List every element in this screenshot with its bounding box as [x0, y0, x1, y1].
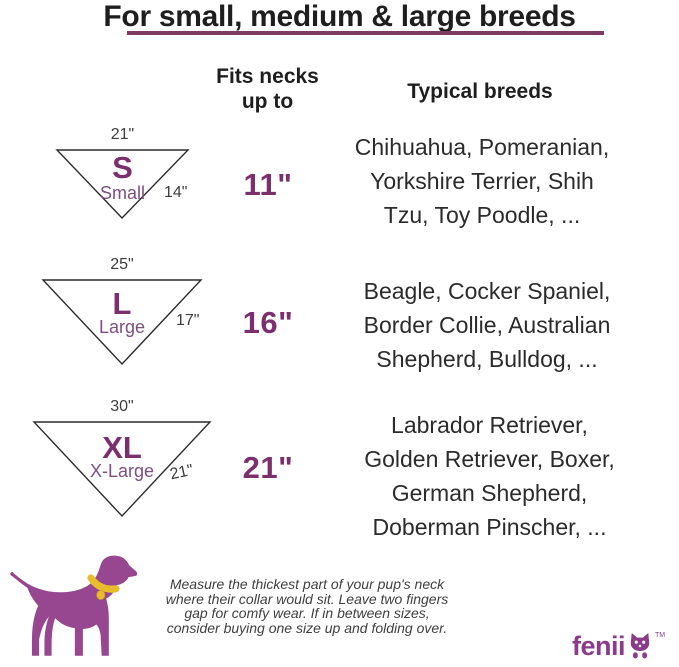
dog-face-icon	[630, 633, 650, 659]
note-line: gap for comfy wear. If in between sizes,	[184, 605, 430, 621]
breeds-text: Beagle, Cocker Spaniel, Border Collie, A…	[332, 274, 642, 376]
breeds-line: Shepherd, Bulldog, ...	[376, 346, 598, 372]
dog-collar	[87, 574, 120, 593]
neck-size-value: 11"	[243, 167, 293, 202]
side-length-label: 17"	[176, 312, 200, 329]
column-header-fits-necks: Fits necks up to	[195, 64, 340, 114]
breeds-line: Tzu, Toy Poodle, ...	[383, 202, 581, 228]
breeds-line: Yorkshire Terrier, Shih	[370, 168, 594, 194]
page-title: For small, medium & large breeds	[103, 0, 576, 33]
note-line: Measure the thickest part of your pup's …	[169, 576, 445, 592]
side-length-label: 14"	[164, 184, 188, 201]
note-line: where their collar would sit. Leave two …	[165, 590, 449, 607]
dog-silhouette-icon	[10, 555, 138, 656]
breeds-line: Labrador Retriever,	[391, 412, 588, 438]
bandana-triangle-large	[41, 279, 203, 366]
breeds-line: Golden Retriever, Boxer,	[364, 446, 615, 472]
measurement-note: Measure the thickest part of your pup's …	[147, 577, 467, 635]
size-letter: L	[112, 286, 132, 321]
neck-size-value: 16"	[242, 305, 294, 340]
title-underline	[127, 31, 604, 35]
breeds-line: Border Collie, Australian	[363, 312, 611, 338]
bandana-triangle-xlarge	[32, 421, 212, 518]
bandana-triangle-small	[55, 149, 190, 220]
trademark-symbol: TM	[655, 632, 666, 639]
breeds-line: Beagle, Cocker Spaniel,	[363, 278, 611, 304]
breeds-line: German Shepherd,	[391, 480, 588, 506]
size-name: Large	[98, 317, 146, 337]
size-name: X-Large	[89, 461, 155, 481]
note-line: consider buying one size up and folding …	[166, 619, 448, 636]
breeds-text: Chihuahua, Pomeranian, Yorkshire Terrier…	[332, 130, 632, 232]
fits-necks-line1: Fits necks	[216, 65, 319, 88]
brand-logo: fenii TM	[572, 631, 665, 661]
top-width-label: 21"	[110, 126, 135, 143]
fits-necks-line2: up to	[241, 90, 294, 113]
breeds-line: Chihuahua, Pomeranian,	[354, 134, 610, 160]
neck-size-value: 21"	[242, 450, 294, 485]
size-letter: S	[112, 150, 133, 185]
breeds-text: Labrador Retriever, Golden Retriever, Bo…	[332, 408, 647, 544]
collar-tag	[96, 590, 106, 600]
top-width-label: 25"	[110, 256, 134, 273]
size-name: Small	[99, 183, 145, 203]
top-width-label: 30"	[110, 398, 134, 415]
breeds-line: Doberman Pinscher, ...	[372, 514, 607, 540]
brand-name: fenii	[572, 631, 626, 661]
size-letter: XL	[102, 430, 142, 465]
column-header-typical-breeds: Typical breeds	[407, 80, 553, 103]
